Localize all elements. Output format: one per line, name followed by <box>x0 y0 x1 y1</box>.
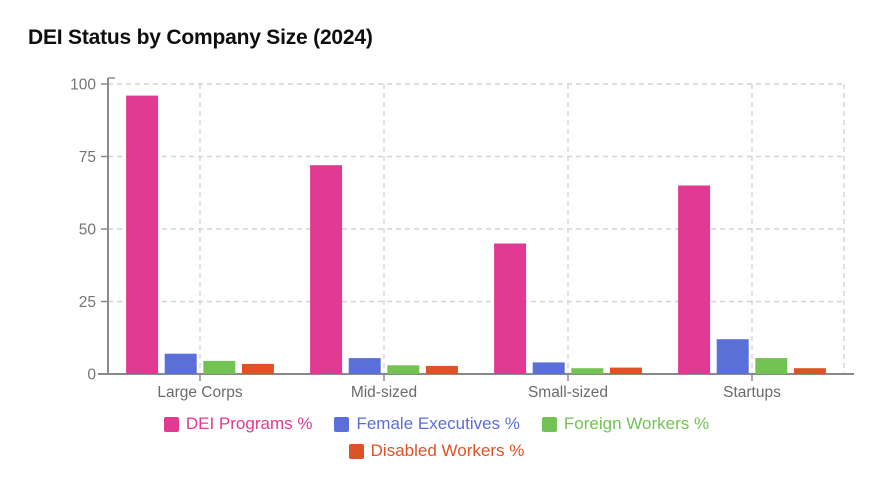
x-category-label: Small-sized <box>528 384 608 401</box>
bar-female-executives-startups[interactable] <box>716 339 749 374</box>
legend-swatch-icon <box>334 416 350 432</box>
legend-item-disabled-workers[interactable]: Disabled Workers % <box>348 441 525 461</box>
chart-legend: DEI Programs % Female Executives % Foreign… <box>0 414 873 462</box>
y-tick-label-75: 75 <box>79 149 96 166</box>
y-tick-label-100: 100 <box>70 77 96 94</box>
bar-dei-programs-startups[interactable] <box>678 185 711 375</box>
legend-label: Female Executives % <box>356 414 520 433</box>
legend-row-1: DEI Programs % Female Executives % Foreign… <box>163 414 710 434</box>
legend-swatch-icon <box>348 444 364 460</box>
x-category-label: Mid-sized <box>351 384 417 401</box>
bar-disabled-workers-large-corps[interactable] <box>241 363 274 375</box>
x-category-label: Startups <box>723 384 781 401</box>
legend-item-dei-programs[interactable]: DEI Programs % <box>163 414 313 434</box>
bar-female-executives-large-corps[interactable] <box>164 353 197 374</box>
bar-female-executives-mid-sized[interactable] <box>348 358 381 374</box>
legend-label: DEI Programs % <box>185 414 313 433</box>
legend-label: Foreign Workers % <box>563 414 710 433</box>
bar-foreign-workers-mid-sized[interactable] <box>387 365 420 374</box>
bar-disabled-workers-small-sized[interactable] <box>609 367 642 374</box>
bar-foreign-workers-small-sized[interactable] <box>571 368 604 374</box>
bar-chart-plot: 0 25 50 75 100 Large Corps Mid-sized Small-size… <box>70 77 854 401</box>
legend-label: Disabled Workers % <box>370 441 525 461</box>
bar-disabled-workers-mid-sized[interactable] <box>425 365 458 374</box>
bar-female-executives-small-sized[interactable] <box>532 362 565 374</box>
legend-item-foreign-workers[interactable]: Foreign Workers % <box>541 414 710 434</box>
bar-foreign-workers-large-corps[interactable] <box>203 360 236 374</box>
bar-dei-programs-small-sized[interactable] <box>494 243 527 375</box>
legend-item-female-executives[interactable]: Female Executives % <box>334 414 520 434</box>
bar-dei-programs-mid-sized[interactable] <box>310 165 343 374</box>
legend-swatch-icon <box>163 416 179 432</box>
bar-dei-programs-large-corps[interactable] <box>126 95 159 374</box>
y-tick-label-25: 25 <box>79 294 96 311</box>
y-tick-label-50: 50 <box>79 222 97 239</box>
x-category-label: Large Corps <box>157 384 243 401</box>
y-tick-label-0: 0 <box>87 367 96 384</box>
bar-disabled-workers-startups[interactable] <box>793 368 826 374</box>
legend-swatch-icon <box>541 416 557 432</box>
legend-row-2: Disabled Workers % <box>348 441 525 461</box>
bar-foreign-workers-startups[interactable] <box>755 358 788 374</box>
chart-title: DEI Status by Company Size (2024) <box>28 26 373 49</box>
